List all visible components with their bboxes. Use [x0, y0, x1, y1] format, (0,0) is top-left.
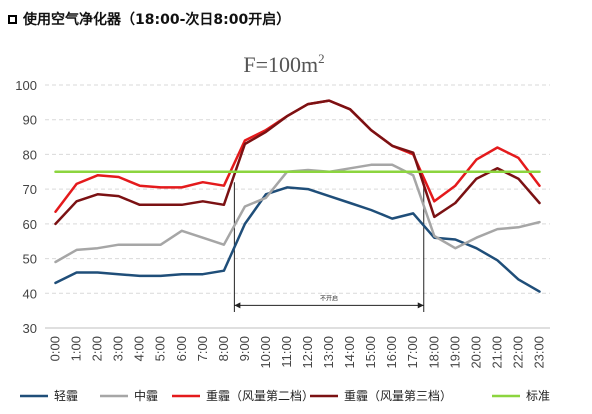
x-tick-label: 11:00 [279, 336, 294, 368]
x-tick-label: 10:00 [258, 336, 273, 369]
x-tick-label: 23:00 [531, 336, 546, 369]
series-line [54, 99, 541, 213]
chart-header: 使用空气净化器（18:00-次日8:00开启） [8, 8, 290, 30]
y-tick-label: 80 [23, 147, 37, 162]
x-tick-label: 12:00 [300, 336, 315, 369]
x-tick-label: 2:00 [90, 336, 105, 361]
series-line [54, 99, 541, 226]
square-outline-icon [8, 14, 17, 24]
x-tick-label: 18:00 [426, 336, 441, 369]
series-line [54, 186, 541, 293]
y-tick-label: 90 [23, 113, 37, 128]
annotation-arrow-right [417, 302, 424, 309]
y-tick-label: 50 [23, 252, 37, 267]
chart-title-superscript: 2 [318, 51, 325, 66]
series-line [54, 163, 541, 264]
x-tick-label: 1:00 [69, 336, 84, 361]
x-tick-label: 4:00 [132, 336, 147, 361]
x-tick-label: 19:00 [447, 336, 462, 369]
x-tick-label: 16:00 [384, 336, 399, 369]
y-tick-label: 70 [23, 182, 37, 197]
chart-header-title: 使用空气净化器（18:00-次日8:00开启） [23, 12, 291, 28]
y-tick-label: 100 [15, 78, 37, 93]
legend-label: 中霾 [134, 388, 158, 403]
annotation-arrow-left [234, 302, 241, 309]
x-tick-label: 9:00 [237, 336, 252, 361]
x-tick-label: 21:00 [489, 336, 504, 369]
y-tick-label: 40 [23, 286, 37, 301]
x-tick-label: 7:00 [195, 336, 210, 361]
legend-label: 轻霾 [54, 389, 78, 403]
x-tick-label: 6:00 [174, 336, 189, 361]
y-tick-label: 60 [23, 217, 37, 232]
x-tick-label: 17:00 [405, 336, 420, 369]
x-tick-label: 5:00 [153, 336, 168, 361]
x-tick-label: 22:00 [510, 336, 525, 369]
x-tick-label: 14:00 [342, 336, 357, 369]
y-tick-label: 30 [23, 321, 37, 336]
x-tick-label: 15:00 [363, 336, 378, 369]
chart-title: F=100m2 [243, 51, 324, 77]
legend-label: 重霾（风量第三档） [344, 389, 452, 403]
x-tick-label: 0:00 [48, 336, 63, 361]
x-tick-label: 8:00 [216, 336, 231, 361]
legend-label: 重霾（风量第二档） [206, 389, 314, 403]
x-tick-label: 20:00 [468, 336, 483, 369]
x-tick-label: 3:00 [111, 336, 126, 361]
x-tick-label: 13:00 [321, 336, 336, 369]
legend-label: 标准 [526, 389, 550, 403]
annotation-label: 不开启 [320, 294, 338, 302]
